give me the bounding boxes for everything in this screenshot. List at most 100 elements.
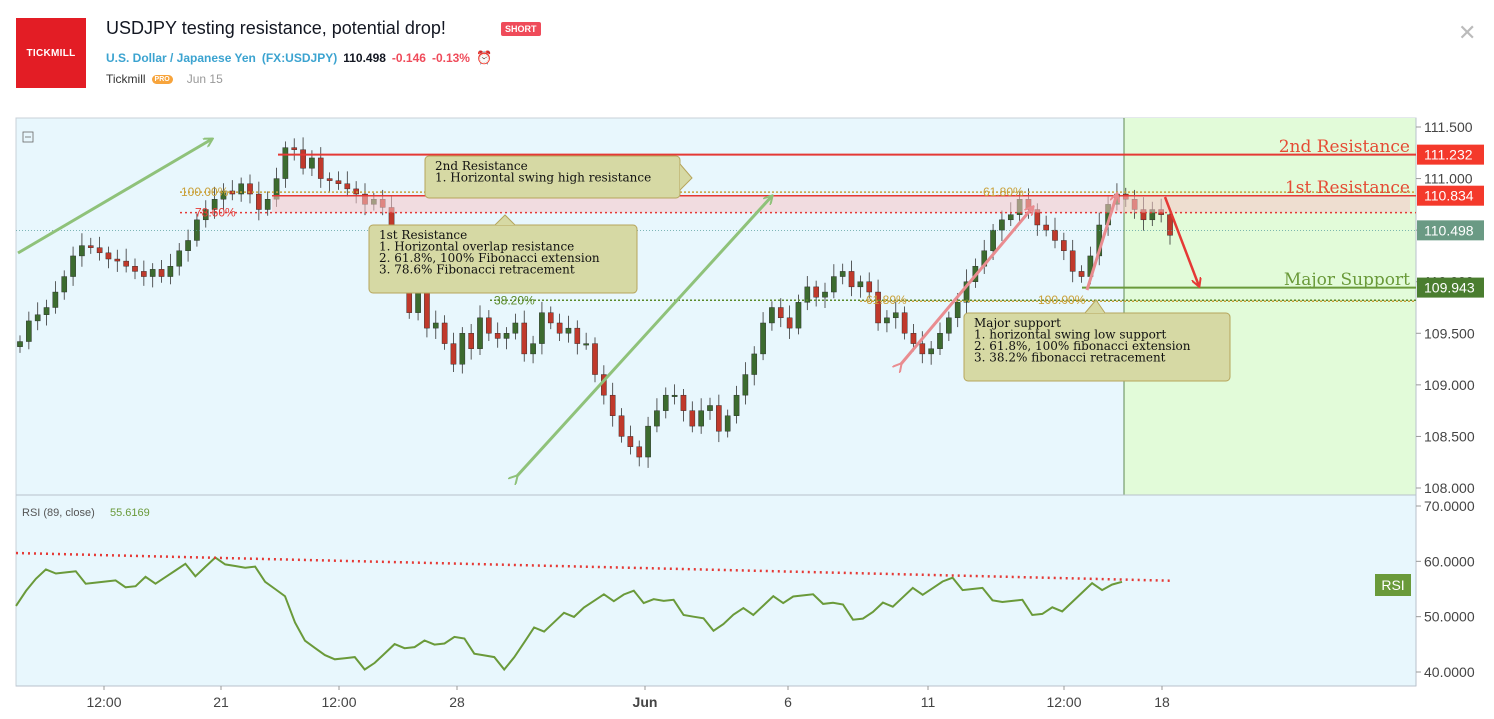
candle — [300, 149, 306, 169]
candle — [176, 250, 183, 267]
candle — [1069, 250, 1076, 272]
candle — [220, 190, 227, 200]
candle — [450, 343, 457, 365]
candle — [636, 446, 643, 458]
candle — [105, 252, 112, 260]
candle — [1052, 229, 1058, 241]
rsi-tick-label: 40.0000 — [1424, 664, 1475, 680]
candle — [724, 415, 731, 432]
candle — [804, 286, 811, 303]
symbol-change: -0.146 — [391, 51, 426, 65]
candle — [79, 245, 85, 257]
candle — [1167, 214, 1173, 236]
note-line: 1. Horizontal overlap resistance — [379, 240, 574, 254]
candle — [751, 353, 758, 375]
note-line: 3. 78.6% Fibonacci retracement — [379, 263, 575, 277]
time-tick-label: 28 — [449, 694, 465, 710]
symbol-change-pct: -0.13% — [431, 51, 470, 65]
first-resistance-title: 1st Resistance — [1285, 178, 1410, 198]
close-icon[interactable]: ✕ — [1458, 20, 1477, 45]
candle — [415, 291, 421, 313]
candle — [733, 394, 740, 416]
candle — [556, 322, 563, 334]
candle — [317, 157, 324, 179]
candle — [592, 343, 598, 375]
candle — [654, 410, 660, 427]
candle — [158, 269, 165, 277]
candle — [928, 348, 934, 355]
rsi-line — [15, 556, 1123, 672]
note-line: 2. 61.8%, 100% fibonacci extension — [974, 339, 1191, 353]
second-resistance-title: 2nd Resistance — [1279, 137, 1410, 157]
candle — [716, 405, 722, 432]
rsi-trendline — [15, 551, 1171, 582]
candle — [211, 198, 218, 210]
first-resistance-price-bg — [1417, 185, 1484, 206]
candle — [937, 333, 943, 349]
fib-786-label: 78.60% — [195, 206, 236, 220]
rsi-tick-label: 70.0000 — [1424, 498, 1475, 514]
candle — [167, 266, 174, 277]
price-axis-bg — [1416, 118, 1488, 686]
symbol-name-link[interactable]: U.S. Dollar / Japanese Yen — [106, 51, 256, 65]
candle — [87, 245, 94, 248]
tickmill-logo[interactable]: TICKMILL — [16, 18, 86, 88]
candle — [432, 322, 439, 329]
note-line: 2nd Resistance — [435, 159, 528, 173]
rsi-tick-label: 60.0000 — [1424, 553, 1475, 569]
candle — [777, 307, 784, 319]
candle — [486, 317, 492, 334]
candle — [671, 394, 678, 397]
fib-100-label: 100.00% — [181, 185, 229, 199]
candle — [291, 147, 298, 150]
candle — [627, 436, 634, 447]
second-resistance-price-bg — [1417, 144, 1484, 165]
price-tick-label: 111.000 — [1424, 171, 1473, 187]
candle — [309, 157, 315, 169]
candle — [441, 322, 448, 344]
pro-badge: PRO — [151, 74, 173, 84]
candle — [264, 198, 271, 210]
candle — [565, 327, 572, 334]
candle — [1061, 240, 1067, 251]
time-tick-label: 12:00 — [1046, 694, 1081, 710]
candle — [760, 322, 766, 355]
candle — [813, 286, 819, 298]
candle — [645, 425, 651, 458]
candle — [503, 333, 510, 339]
alarm-icon[interactable]: ⏰ — [475, 50, 493, 65]
candle — [875, 291, 881, 324]
note-pointer — [494, 214, 516, 226]
author-name[interactable]: Tickmill — [106, 72, 146, 86]
symbol-ticker-link[interactable]: (FX:USDJPY) — [261, 51, 338, 65]
major-support-title: Major Support — [1284, 270, 1410, 290]
price-tick-label: 111.500 — [1424, 119, 1473, 135]
symbol-row: U.S. Dollar / Japanese Yen (FX:USDJPY) 1… — [106, 50, 492, 66]
candle — [202, 209, 209, 221]
candle — [680, 394, 687, 411]
candle — [618, 415, 625, 437]
rsi-label: RSI (89, close) — [22, 507, 95, 519]
price-tick-label: 108.000 — [1424, 480, 1475, 496]
candle — [52, 291, 59, 308]
candle — [547, 312, 554, 324]
candle — [326, 178, 333, 181]
note-pointer — [679, 163, 693, 191]
candle — [795, 302, 802, 329]
time-tick-label: 21 — [213, 694, 229, 710]
candle — [61, 276, 68, 293]
candle — [344, 183, 351, 190]
candle — [1078, 271, 1085, 277]
swing-projection-arrow — [517, 196, 772, 476]
candle — [822, 291, 828, 298]
collapse-icon[interactable] — [22, 131, 34, 143]
note-pointer — [1084, 299, 1106, 314]
time-tick-label: 18 — [1154, 694, 1170, 710]
candle — [335, 180, 342, 184]
uptrend-arrow — [17, 139, 212, 255]
price-tick-label: 109.500 — [1424, 325, 1475, 341]
candle — [831, 276, 837, 293]
